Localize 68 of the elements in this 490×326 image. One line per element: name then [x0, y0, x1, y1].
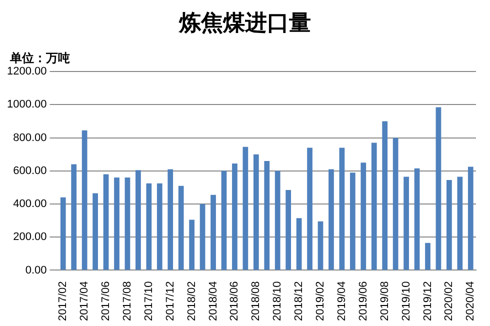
bar — [350, 172, 356, 270]
x-tick-label: 2019/02 — [314, 281, 327, 322]
x-tick-label: 2019/08 — [378, 281, 391, 322]
x-tick-label: 2018/06 — [228, 281, 241, 322]
bar — [92, 193, 98, 270]
bar — [242, 146, 248, 270]
x-tick-label: 2019/06 — [357, 281, 370, 322]
x-tick-label: 2019/10 — [400, 281, 412, 322]
bar — [71, 164, 77, 270]
bar — [371, 142, 377, 270]
bar — [136, 170, 141, 270]
y-tick-label: 1200.00 — [6, 66, 47, 78]
bar — [146, 183, 152, 270]
y-tick-label: 400.00 — [13, 198, 47, 210]
bar — [253, 154, 259, 270]
x-tick-label: 2019/04 — [336, 281, 348, 322]
x-tick-label: 2017/06 — [100, 281, 112, 322]
y-tick-label: 800.00 — [13, 132, 47, 144]
bar — [103, 174, 109, 270]
bar — [168, 169, 174, 270]
x-tick-label: 2020/04 — [464, 281, 477, 322]
bar — [114, 178, 120, 270]
bar — [82, 130, 88, 270]
x-tick-label: 2017/10 — [142, 281, 155, 322]
bar — [232, 163, 238, 270]
bar — [221, 170, 227, 270]
bar — [264, 160, 270, 270]
bar — [156, 183, 162, 270]
x-tick-label: 2017/04 — [78, 281, 91, 322]
y-axis-title: 单位：万吨 — [10, 50, 70, 66]
x-tick-label: 2017/08 — [122, 281, 134, 322]
bar — [210, 194, 216, 270]
bar — [404, 176, 409, 270]
bar — [307, 148, 312, 270]
bar — [425, 242, 430, 270]
bar — [296, 218, 302, 270]
x-tick-label: 2019/12 — [422, 281, 434, 322]
bar — [60, 197, 66, 270]
bar — [446, 180, 452, 270]
x-tick-label: 2020/02 — [443, 281, 456, 322]
bar — [318, 221, 324, 270]
x-tick-label: 2018/10 — [272, 281, 284, 322]
bar — [339, 148, 345, 270]
y-tick-label: 200.00 — [13, 231, 47, 244]
bar — [392, 138, 398, 270]
bar — [189, 220, 194, 270]
bar — [360, 162, 366, 270]
chart-title: 炼焦煤进口量 — [178, 9, 312, 38]
bar — [124, 178, 130, 270]
bar — [274, 170, 280, 270]
y-tick-label: 600.00 — [13, 164, 47, 177]
y-tick-label: 0.00 — [25, 264, 47, 276]
x-tick-label: 2018/08 — [250, 281, 262, 322]
bar — [286, 190, 292, 270]
x-tick-label: 2017/02 — [57, 281, 70, 322]
bar — [382, 121, 388, 270]
x-tick-label: 2018/02 — [186, 281, 198, 322]
bar — [414, 168, 420, 270]
x-tick-label: 2017/12 — [164, 281, 176, 322]
bar — [468, 166, 474, 270]
bar — [436, 107, 442, 270]
bar — [328, 169, 334, 270]
bar — [200, 204, 206, 270]
y-tick-label: 1000.00 — [6, 98, 47, 111]
bar — [457, 176, 463, 270]
bar — [178, 186, 184, 270]
x-tick-label: 2018/12 — [293, 281, 306, 322]
x-tick-label: 2018/04 — [207, 281, 220, 322]
